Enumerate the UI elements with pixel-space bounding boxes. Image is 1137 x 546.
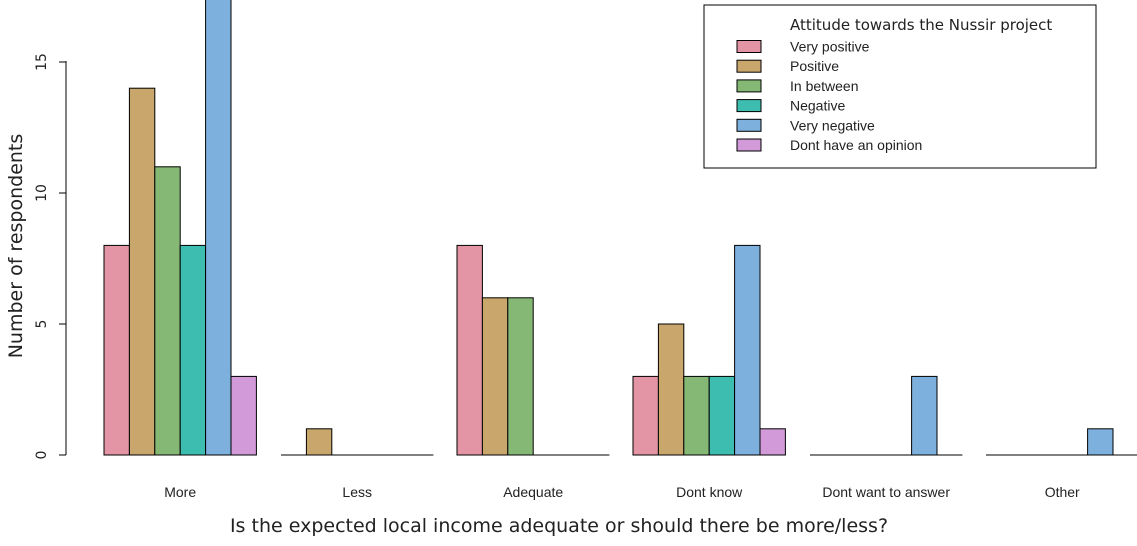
bar-dont-know-negative [708, 375, 736, 456]
bar-more-very-negative [205, 0, 232, 456]
y-tick-label-5: 5 [34, 320, 50, 329]
x-tick-label-less: Less [342, 484, 372, 500]
legend-label-very-negative: Very negative [790, 117, 875, 133]
bar-dont-know-dont-have-an-opinion [759, 428, 786, 456]
bar-more-positive [128, 87, 156, 456]
legend-label-positive: Positive [790, 58, 839, 74]
legend-label-very-positive: Very positive [790, 39, 870, 55]
x-tick-label-adequate: Adequate [503, 484, 563, 500]
bar-dont-know-in-between [683, 375, 710, 456]
bars-layer [103, 0, 1114, 456]
legend-swatch-very-positive [736, 40, 762, 53]
bar-other-very-negative [1087, 428, 1114, 456]
x-tick-label-dont-want-to-answer: Dont want to answer [822, 484, 950, 500]
y-axis-title: Number of respondents [5, 134, 27, 359]
legend-label-negative: Negative [790, 98, 845, 114]
legend: Attitude towards the Nussir project Very… [703, 4, 1097, 169]
legend-swatch-in-between [736, 79, 762, 93]
bar-dont-want-to-answer-very-negative [911, 375, 938, 456]
legend-items: Very positive Positive In between Negative V… [736, 39, 922, 153]
bar-more-negative [179, 244, 207, 456]
y-tick-labels: 0 5 10 15 [34, 53, 50, 459]
legend-title: Attitude towards the Nussir project [790, 16, 1052, 34]
bar-less-positive [305, 428, 333, 456]
bar-adequate-positive [481, 297, 509, 456]
y-tick-label-0: 0 [34, 451, 50, 460]
bar-more-dont-have-an-opinion [230, 375, 257, 456]
bar-dont-know-very-negative [734, 244, 761, 456]
legend-swatch-very-negative [736, 118, 762, 132]
legend-swatch-positive [736, 59, 762, 73]
y-axis [59, 61, 67, 456]
legend-swatch-negative [736, 99, 762, 113]
y-tick-label-15: 15 [34, 53, 50, 71]
x-tick-label-dont-know: Dont know [676, 484, 743, 500]
x-tick-label-other: Other [1045, 484, 1080, 500]
legend-label-in-between: In between [790, 78, 859, 94]
x-tick-labels: More Less Adequate Dont know Dont want to an… [164, 484, 1080, 500]
bar-dont-know-positive [657, 323, 685, 456]
bar-more-very-positive [103, 244, 130, 456]
x-axis-title: Is the expected local income adequate or… [230, 515, 888, 537]
bar-adequate-very-positive [456, 244, 483, 456]
legend-box [703, 4, 1097, 169]
legend-swatch-dont-have-an-opinion [736, 138, 762, 152]
legend-label-dont-have-an-opinion: Dont have an opinion [790, 137, 922, 153]
x-tick-label-more: More [164, 484, 196, 500]
bar-dont-know-very-positive [632, 375, 659, 456]
y-tick-label-10: 10 [34, 184, 50, 202]
bar-more-in-between [154, 166, 181, 456]
bar-adequate-in-between [507, 297, 534, 456]
